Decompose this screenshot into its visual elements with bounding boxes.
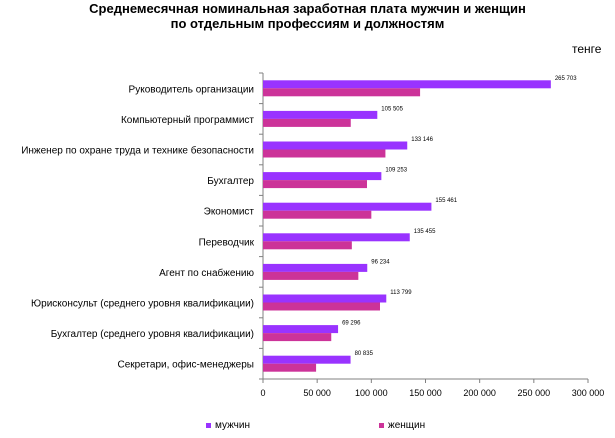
bar-men	[263, 355, 351, 364]
chart-title-line-2: по отдельным профессиям и должностям	[170, 16, 445, 31]
category-label: Экономист	[204, 207, 255, 218]
category-label: Переводчик	[199, 237, 255, 248]
bar-men	[263, 233, 410, 242]
unit-label: тенге	[572, 42, 602, 56]
bar-women	[263, 149, 386, 158]
x-tick-label: 300 000	[572, 388, 605, 398]
bar-men	[263, 325, 339, 334]
category-label: Юрисконсульт (среднего уровня квалификац…	[31, 298, 254, 310]
data-label: 265 703	[555, 76, 577, 82]
data-label: 109 253	[385, 168, 407, 174]
bar-men	[263, 172, 382, 181]
data-label: 105 505	[381, 106, 403, 112]
bar-men	[263, 141, 408, 150]
data-label: 155 461	[435, 198, 457, 204]
bar-women	[263, 302, 380, 311]
category-label: Компьютерный программист	[121, 115, 254, 126]
chart-labels: 0 50 000 100 000 150 000 200 000 250 000 300 0…	[21, 76, 604, 398]
category-label: Инженер по охране труда и технике безопа…	[21, 145, 254, 157]
x-tick-label: 150 000	[409, 388, 442, 398]
bar-women	[263, 118, 351, 127]
x-tick-label: 100 000	[355, 388, 388, 398]
bar-women	[263, 363, 317, 372]
data-label: 133 146	[411, 137, 433, 143]
bar-men	[263, 263, 368, 272]
chart-title-line-1: Среднемесячная номинальная заработная пл…	[89, 1, 526, 16]
legend-label-women: женщин	[388, 420, 426, 431]
bar-women	[263, 333, 332, 342]
bar-men	[263, 110, 378, 119]
x-tick-label: 200 000	[463, 388, 496, 398]
data-label: 113 799	[390, 290, 412, 296]
bar-men	[263, 80, 551, 89]
bar-women	[263, 241, 352, 250]
legend-swatch-men	[206, 423, 211, 428]
legend-item-men: мужчин	[206, 420, 250, 431]
legend-item-women: женщин	[379, 420, 425, 431]
bar-women	[263, 180, 367, 189]
data-label: 80 835	[355, 351, 374, 357]
bar-women	[263, 271, 359, 280]
legend-swatch-women	[379, 423, 384, 428]
x-tick-label: 0	[260, 388, 265, 398]
chart-title: Среднемесячная номинальная заработная пл…	[0, 1, 615, 31]
category-label: Бухгалтер (среднего уровня квалификации)	[51, 328, 254, 340]
data-label: 69 296	[342, 321, 361, 327]
category-label: Агент по снабжению	[159, 267, 254, 279]
bar-women	[263, 210, 372, 219]
bar-women	[263, 88, 421, 97]
data-label: 96 234	[371, 259, 390, 265]
category-label: Руководитель организации	[129, 84, 254, 95]
data-label: 135 455	[414, 229, 436, 235]
x-tick-label: 50 000	[303, 388, 331, 398]
category-label: Секретари, офис-менеджеры	[117, 359, 254, 371]
legend-label-men: мужчин	[215, 420, 250, 431]
chart-bars	[263, 80, 551, 372]
bar-men	[263, 202, 432, 211]
category-label: Бухгалтер	[207, 176, 254, 187]
bar-men	[263, 294, 387, 303]
x-tick-label: 250 000	[518, 388, 551, 398]
